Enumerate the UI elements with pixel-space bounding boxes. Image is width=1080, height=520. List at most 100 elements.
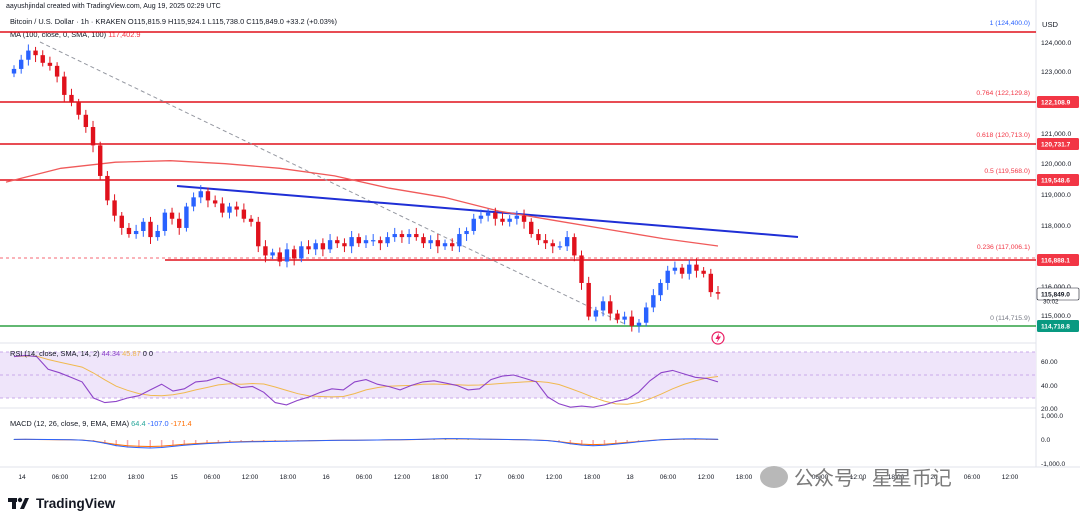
- time-tick-label: 12:00: [850, 474, 867, 481]
- candle-body: [529, 221, 534, 235]
- rsi-curve: [13, 354, 719, 408]
- candle-body: [651, 295, 656, 308]
- candle-body: [349, 237, 354, 247]
- price-tick-label: 120,000.0: [1041, 161, 1071, 168]
- lightning-icon[interactable]: [711, 331, 725, 345]
- price-tag-label: 122,108.9: [1041, 100, 1071, 107]
- rsi-extra-value: 0: [148, 349, 154, 358]
- candle-body: [248, 218, 254, 222]
- candle-body: [493, 212, 498, 219]
- macd-curve: [13, 438, 719, 449]
- price-tick-label: 123,000.0: [1041, 69, 1071, 76]
- candle-body: [579, 255, 584, 283]
- candle-body: [40, 55, 45, 63]
- watermark-text: 公众号 · 星星币记: [794, 468, 952, 490]
- candle-body: [198, 191, 203, 198]
- candle-body: [291, 249, 297, 259]
- chart-header: aayushjindal created with TradingView.co…: [6, 3, 221, 10]
- instrument-name: Bitcoin / U.S. Dollar · 1h · KRAKEN: [10, 17, 126, 26]
- price-tag: 122,108.9: [1037, 96, 1079, 108]
- ma-label: MA (100, close, 0, SMA, 100): [10, 30, 107, 39]
- time-tick-label: 14: [18, 474, 26, 481]
- time-tick-label: 18:00: [280, 474, 297, 481]
- diagonal-dashed-line[interactable]: [39, 41, 626, 325]
- rsi-tick-label: 20.00: [1041, 406, 1058, 413]
- ohlc-values: O115,815.9 H115,924.1 L115,738.0 C115,84…: [127, 17, 337, 26]
- candle-body: [521, 215, 527, 222]
- candle-body: [277, 252, 282, 262]
- candle-body: [708, 273, 714, 293]
- rsi-tick-label: 60.00: [1041, 359, 1058, 366]
- candle-body: [105, 175, 110, 201]
- fib-label-05: 0.5 (119,568.0): [984, 168, 1030, 175]
- rsi-ma-curve: [13, 355, 719, 405]
- candle-body: [457, 234, 462, 247]
- candle-body: [162, 212, 168, 231]
- time-tick-label: 18:00: [736, 474, 753, 481]
- candle-body: [335, 240, 340, 244]
- candle-body: [636, 322, 642, 326]
- candle-body: [270, 252, 275, 256]
- price-tick-label: 116,000.0: [1041, 284, 1071, 291]
- time-tick-label: 17: [474, 474, 482, 481]
- candle-body: [327, 240, 333, 250]
- fib-label-0618: 0.618 (120,713.0): [976, 132, 1030, 139]
- candle-body: [112, 200, 117, 216]
- candle-body: [148, 221, 153, 238]
- candle-body: [543, 240, 548, 244]
- time-tick-label: 06:00: [508, 474, 525, 481]
- price-tick-label: 119,000.0: [1041, 192, 1071, 199]
- time-tick-label: 06:00: [812, 474, 829, 481]
- rsi-legend: RSI (14, close, SMA, 14, 2) 44.34 45.87 …: [10, 349, 153, 358]
- macd-hist-value: 64.4: [131, 419, 146, 428]
- candle-body: [672, 267, 678, 271]
- candle-body: [11, 68, 17, 74]
- candle-body: [54, 65, 60, 77]
- time-tick-label: 12:00: [242, 474, 259, 481]
- macd-pane: [13, 438, 719, 449]
- macd-tick-label: 0.0: [1041, 437, 1050, 444]
- ma-curve: [5, 160, 719, 247]
- ma-legend: MA (100, close, 0, SMA, 100) 117,402.9: [10, 30, 141, 39]
- candle-body: [133, 230, 139, 235]
- tradingview-logo[interactable]: TradingView: [8, 494, 115, 512]
- price-tag: 120,731.7: [1037, 138, 1079, 150]
- ma-value: 117,402.9: [108, 30, 141, 39]
- price-tag: 116,888.1: [1037, 254, 1079, 266]
- price-tag-bg: [1037, 96, 1079, 108]
- macd-label: MACD (12, 26, close, 9, EMA, EMA): [10, 419, 130, 428]
- time-tick-label: 15: [170, 474, 178, 481]
- candle-body: [342, 243, 347, 247]
- candle-body: [550, 243, 555, 247]
- price-tag-bg: [1037, 174, 1079, 186]
- candle-body: [421, 237, 426, 244]
- price-tag: 119,548.6: [1037, 174, 1079, 186]
- candle-body: [234, 206, 239, 210]
- price-axis: 124,000.0 123,000.0 121,000.0 120,000.0 119,…: [1036, 40, 1080, 468]
- candle-body: [220, 203, 225, 213]
- macd-tick-label: -1,000.0: [1041, 461, 1066, 468]
- candles: [11, 44, 721, 333]
- candle-body: [536, 234, 541, 241]
- candle-body: [191, 197, 196, 207]
- time-tick-label: 06:00: [204, 474, 221, 481]
- candle-body: [507, 218, 512, 222]
- candle-body: [356, 237, 362, 244]
- candle-body: [33, 50, 38, 56]
- candle-body: [385, 237, 390, 244]
- candle-body: [378, 240, 383, 244]
- rsi-ma-value: 45.87: [122, 349, 141, 358]
- trend-line[interactable]: [176, 185, 799, 238]
- macd-tick-label: 1,000.0: [1041, 413, 1063, 420]
- time-axis: 14 06:00 12:00 18:00 15 06:00 12:00 18:00 16 06:0…: [18, 474, 1018, 481]
- candle-body: [320, 243, 326, 250]
- rsi-pane: [13, 354, 719, 408]
- macd-signal-value: -171.4: [170, 419, 192, 428]
- candle-body: [90, 127, 96, 146]
- fib-label-0: 0 (114,715.9): [990, 315, 1030, 322]
- candle-body: [701, 270, 706, 274]
- time-tick-label: 18: [626, 474, 634, 481]
- candle-body: [615, 313, 620, 320]
- candle-body: [363, 240, 369, 244]
